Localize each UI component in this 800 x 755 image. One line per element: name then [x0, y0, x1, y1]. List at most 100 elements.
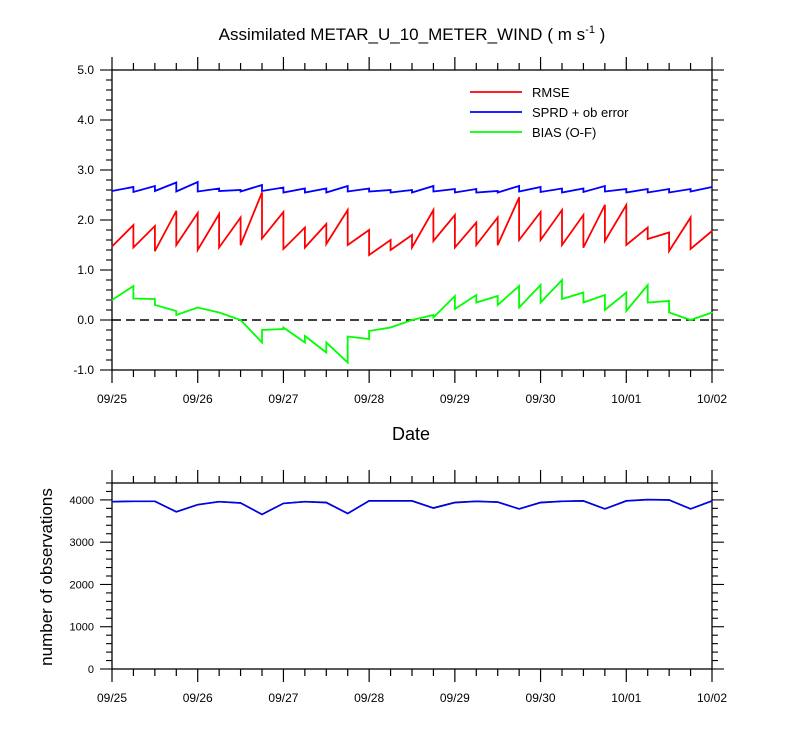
y-tick-label: 0.0 [77, 313, 94, 327]
data-point-bias-o-f [325, 351, 327, 354]
data-point-sprd-ob-error [175, 190, 177, 193]
legend: RMSE SPRD + ob error BIAS (O-F) [470, 85, 629, 140]
data-point-observations-used [304, 501, 306, 503]
series-line-bias-o-f [111, 277, 713, 365]
data-point-rmse [475, 221, 477, 224]
data-point-rmse [625, 244, 627, 246]
data-point-rmse [497, 244, 499, 246]
data-point-bias-o-f [304, 341, 306, 344]
data-point-observations-used [389, 500, 392, 502]
data-point-rmse [454, 246, 456, 249]
legend-label: BIAS (O-F) [532, 125, 596, 140]
data-point-rmse [475, 244, 477, 246]
data-point-rmse [368, 229, 370, 231]
top-plot: 09/25 09/26 09/27 09/28 09/29 09/30 10/01 10/02… [73, 57, 727, 406]
data-point-sprd-ob-error [582, 191, 585, 193]
y-tick-label: 1.0 [77, 263, 94, 277]
data-point-sprd-ob-error [668, 188, 670, 190]
data-point-sprd-ob-error [239, 190, 242, 193]
data-point-sprd-ob-error [218, 187, 220, 190]
data-point-rmse [389, 249, 392, 251]
x-tick-label: 09/30 [526, 691, 556, 705]
data-point-rmse [304, 246, 306, 249]
x-tick-label: 09/26 [183, 691, 213, 705]
data-point-rmse [368, 254, 370, 256]
data-point-rmse [347, 209, 349, 211]
data-point-sprd-ob-error [454, 191, 456, 194]
data-point-bias-o-f [261, 329, 263, 331]
data-point-bias-o-f [132, 297, 135, 300]
data-point-rmse [261, 237, 263, 240]
data-point-bias-o-f [668, 300, 670, 302]
data-point-sprd-ob-error [411, 189, 413, 191]
data-point-sprd-ob-error [432, 190, 435, 193]
data-point-sprd-ob-error [647, 191, 649, 194]
data-point-bias-o-f [625, 310, 627, 312]
data-point-observations-used [218, 501, 220, 503]
x-tick-label: 09/29 [440, 691, 470, 705]
data-point-sprd-ob-error [647, 188, 649, 190]
y-tick-label: -1.0 [73, 363, 94, 377]
data-point-bias-o-f [197, 306, 199, 309]
data-point-sprd-ob-error [689, 190, 692, 193]
data-point-sprd-ob-error [625, 188, 627, 190]
series-line-observations-used [111, 498, 713, 516]
data-point-observations-used [647, 499, 649, 501]
data-point-sprd-ob-error [111, 190, 113, 192]
data-point-rmse [197, 212, 199, 214]
data-point-rmse [197, 249, 199, 251]
data-point-sprd-ob-error [347, 185, 349, 187]
data-point-rmse [518, 196, 520, 199]
y-tick-label: 5.0 [77, 63, 94, 77]
y-axis-label-observations: number of observations [37, 488, 56, 666]
legend-label: RMSE [532, 85, 570, 100]
data-point-bias-o-f [347, 361, 349, 364]
data-point-observations-used [454, 502, 456, 504]
data-point-bias-o-f [497, 295, 499, 297]
data-point-observations-used [111, 501, 113, 503]
data-point-sprd-ob-error [411, 191, 413, 194]
data-point-sprd-ob-error [239, 189, 242, 191]
data-point-sprd-ob-error [604, 185, 606, 187]
data-point-rmse [175, 244, 177, 246]
x-tick-label: 10/02 [697, 392, 727, 406]
data-point-bias-o-f [497, 304, 499, 306]
data-point-rmse [604, 240, 606, 242]
data-point-rmse [325, 223, 327, 225]
data-point-rmse [347, 244, 349, 246]
data-point-sprd-ob-error [132, 191, 135, 193]
data-point-observations-used [582, 500, 585, 502]
data-point-sprd-ob-error [497, 191, 499, 194]
data-point-observations-used [261, 513, 263, 516]
y-tick-label: 0 [88, 664, 94, 676]
data-point-bias-o-f [304, 335, 306, 337]
data-point-rmse [411, 234, 413, 236]
x-tick-label: 09/28 [354, 691, 384, 705]
data-point-observations-used [175, 511, 177, 513]
data-point-observations-used [197, 504, 199, 506]
data-point-rmse [625, 204, 627, 206]
data-point-rmse [582, 246, 585, 249]
x-tick-label: 09/27 [268, 691, 298, 705]
data-point-sprd-ob-error [175, 181, 177, 184]
chart-title: Assimilated METAR_U_10_METER_WIND( m s-1… [219, 24, 606, 44]
data-point-sprd-ob-error [154, 190, 156, 192]
data-point-rmse [132, 224, 135, 226]
data-point-bias-o-f [689, 319, 692, 321]
data-point-rmse [582, 214, 585, 216]
data-point-sprd-ob-error [304, 191, 306, 194]
data-point-rmse [689, 248, 692, 250]
data-point-bias-o-f [454, 308, 456, 310]
x-tick-label: 10/01 [611, 691, 641, 705]
data-point-bias-o-f [368, 330, 370, 332]
data-point-bias-o-f [347, 335, 349, 338]
data-point-rmse [539, 211, 542, 213]
x-tick-label: 09/25 [97, 691, 127, 705]
data-point-rmse [432, 240, 435, 242]
data-point-sprd-ob-error [389, 189, 392, 191]
data-point-bias-o-f [518, 285, 520, 287]
data-point-bias-o-f [432, 314, 435, 316]
data-point-observations-used [347, 513, 349, 515]
data-point-sprd-ob-error [347, 190, 349, 193]
data-point-rmse [132, 246, 135, 249]
